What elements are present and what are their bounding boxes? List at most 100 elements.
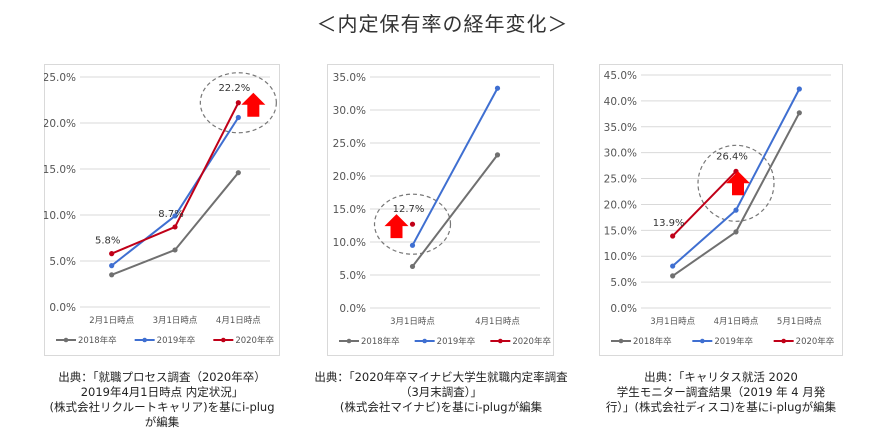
- y-tick-label: 0.0%: [339, 303, 366, 315]
- data-point: [494, 85, 501, 91]
- legend-marker: [700, 338, 705, 344]
- series-line: [411, 154, 499, 268]
- y-tick-label: 30.0%: [333, 105, 366, 117]
- x-tick-label: 4月1日時点: [475, 317, 520, 327]
- caption-recruit: 出典：「就職プロセス調査（2020年卒） 2019年4月1日時点 内定状況」 (…: [44, 370, 280, 430]
- data-point: [796, 86, 802, 92]
- chart-disco: 0.0% 5.0% 10.0% 15.0% 20.0% 25.0% 30.0% 35.0% 40…: [599, 64, 843, 356]
- y-tick-label: 5.0%: [339, 270, 366, 282]
- legend-label: 2020年卒: [235, 335, 274, 346]
- highlight-ellipse: [199, 72, 277, 134]
- y-tick-label: 5.0%: [610, 277, 637, 289]
- legend-label: 2018年卒: [633, 336, 672, 347]
- data-point: [796, 110, 802, 116]
- caption-line: 2019年4月1日時点 内定状況」: [80, 385, 244, 399]
- y-tick-label: 5.0%: [49, 256, 76, 268]
- data-point: [172, 247, 178, 253]
- data-label: 5.8%: [95, 236, 120, 247]
- data-point: [172, 213, 178, 219]
- caption-line: (株式会社リクルートキャリア)を基にi-plug: [49, 400, 275, 414]
- data-point: [494, 152, 501, 158]
- series-line: [411, 87, 499, 246]
- data-label: 26.4%: [716, 151, 748, 162]
- legend-label: 2020年卒: [796, 336, 835, 347]
- data-point: [670, 273, 676, 279]
- data-label: 12.7%: [393, 204, 425, 215]
- caption-line: が編集: [144, 415, 180, 429]
- y-tick-label: 20.0%: [333, 171, 366, 183]
- legend-marker: [422, 338, 427, 344]
- x-tick-label: 3月1日時点: [650, 317, 695, 327]
- y-tick-label: 45.0%: [604, 70, 637, 82]
- caption-line: 出典：「キャリタス就活 2020: [644, 370, 798, 384]
- x-tick-label: 3月1日時点: [390, 317, 435, 327]
- y-tick-label: 20.0%: [44, 118, 76, 130]
- page-title: ＜内定保有率の経年変化＞: [316, 12, 569, 36]
- y-tick-label: 20.0%: [604, 199, 637, 211]
- data-point: [670, 233, 676, 239]
- caption-mynavi: 出典：「2020年卒マイナビ大学生就職内定率調査 （3月末調査）」 (株式会社マ…: [300, 370, 582, 415]
- legend-marker: [781, 338, 786, 344]
- legend-label: 2019年卒: [437, 336, 476, 347]
- data-point: [235, 100, 241, 106]
- y-tick-label: 15.0%: [604, 225, 637, 237]
- legend-marker: [346, 338, 352, 344]
- y-tick-label: 25.0%: [333, 138, 366, 150]
- legend-marker: [498, 338, 503, 344]
- chart-recruit: 0.0% 5.0% 10.0% 15.0% 20.0% 25.0% 2月1日時点 3月1日時点…: [44, 64, 280, 356]
- caption-line: 出典：「就職プロセス調査（2020年卒）: [58, 370, 266, 384]
- y-tick-label: 25.0%: [44, 72, 76, 84]
- data-point: [172, 224, 178, 230]
- data-label: 13.9%: [653, 218, 685, 229]
- up-arrow-icon: [241, 92, 266, 117]
- legend-marker: [221, 337, 226, 343]
- legend-label: 2020年卒: [512, 336, 551, 347]
- caption-line: (株式会社マイナビ)を基にi-plugが編集: [339, 400, 543, 414]
- highlight-ellipse: [373, 193, 452, 255]
- data-point: [409, 263, 416, 270]
- data-point: [109, 263, 115, 269]
- x-tick-label: 5月1日時点: [777, 317, 822, 327]
- y-tick-label: 25.0%: [604, 174, 637, 186]
- highlight-ellipse: [697, 144, 775, 222]
- chart-mynavi: 0.0% 5.0% 10.0% 15.0% 20.0% 25.0% 30.0% 35.0% 3月…: [327, 64, 554, 356]
- y-tick-label: 0.0%: [610, 303, 637, 315]
- data-label: 8.7%: [158, 209, 183, 220]
- data-point: [670, 263, 676, 269]
- y-tick-label: 40.0%: [604, 96, 637, 108]
- data-label: 22.2%: [218, 83, 250, 94]
- y-tick-label: 10.0%: [604, 251, 637, 263]
- y-tick-label: 10.0%: [44, 210, 76, 222]
- data-point: [109, 272, 115, 278]
- data-point: [409, 242, 416, 248]
- series-line: [671, 170, 737, 237]
- y-tick-label: 10.0%: [333, 237, 366, 249]
- chart-frame: [599, 64, 843, 356]
- up-arrow-icon: [384, 214, 409, 239]
- x-tick-label: 4月1日時点: [216, 316, 261, 326]
- legend-marker: [63, 337, 69, 343]
- x-tick-label: 4月1日時点: [714, 317, 759, 327]
- x-tick-label: 3月1日時点: [153, 316, 198, 326]
- caption-line: 出典：「2020年卒マイナビ大学生就職内定率調査: [314, 370, 568, 384]
- caption-line: 行）」(株式会社ディスコ)を基にi-plugが編集: [605, 400, 837, 414]
- legend-label: 2018年卒: [361, 336, 400, 347]
- legend-marker: [618, 338, 624, 344]
- x-tick-label: 2月1日時点: [89, 316, 134, 326]
- legend-marker: [142, 337, 147, 343]
- y-tick-label: 0.0%: [49, 302, 76, 314]
- y-tick-label: 15.0%: [44, 164, 76, 176]
- y-tick-label: 15.0%: [333, 204, 366, 216]
- caption-disco: 出典：「キャリタス就活 2020 学生モニター調査結果（2019 年 4 月発 …: [590, 370, 852, 415]
- data-point: [235, 170, 241, 176]
- y-tick-label: 35.0%: [604, 122, 637, 134]
- y-tick-label: 35.0%: [333, 72, 366, 84]
- chart-frame: [327, 64, 554, 356]
- legend-label: 2019年卒: [714, 336, 753, 347]
- caption-line: 学生モニター調査結果（2019 年 4 月発: [616, 385, 826, 399]
- data-point: [733, 207, 739, 213]
- data-point: [109, 251, 115, 257]
- data-point: [235, 114, 241, 121]
- data-point: [409, 221, 416, 227]
- legend-label: 2018年卒: [78, 335, 117, 346]
